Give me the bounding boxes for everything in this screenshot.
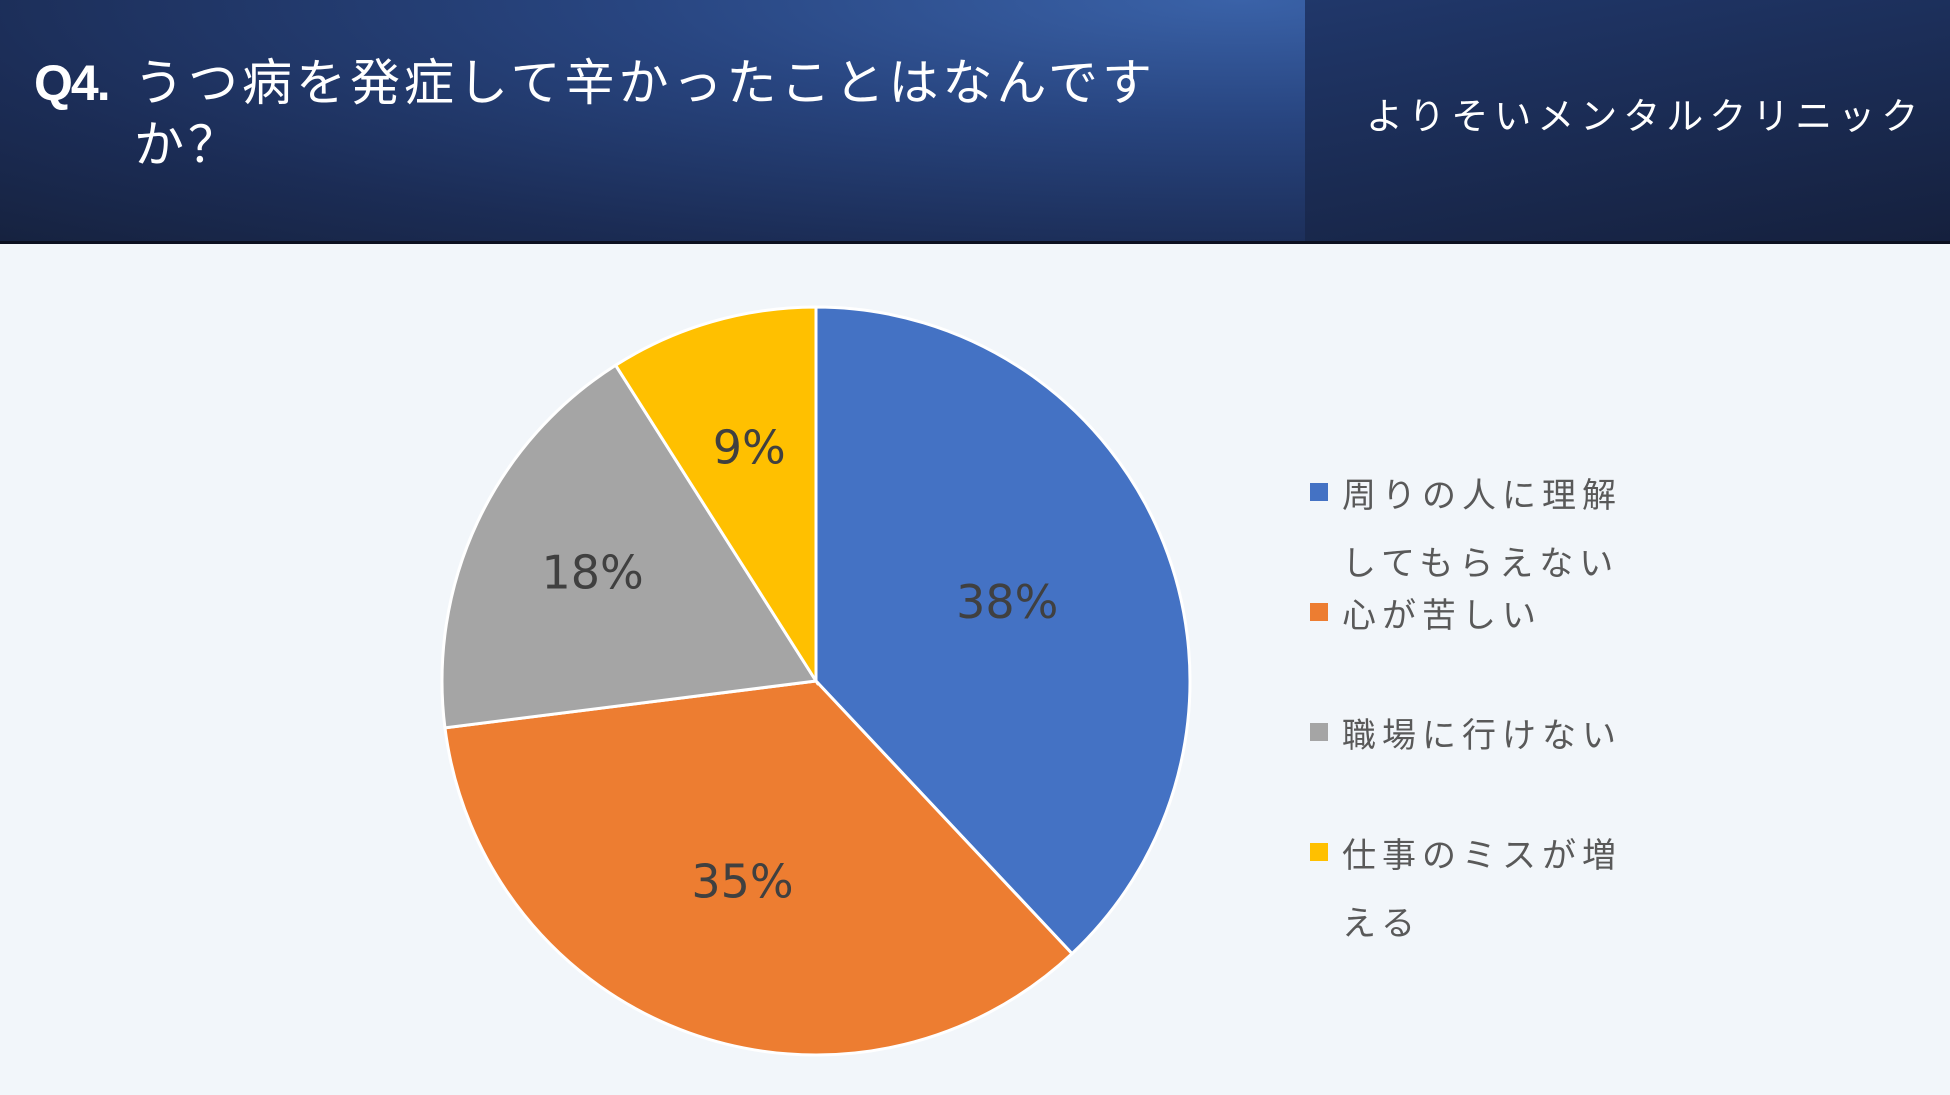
legend-label: 職場に行けない [1342, 716, 1622, 756]
data-label: 18% [542, 545, 644, 599]
legend-label: 周りの人に理解してもらえない [1342, 476, 1622, 584]
pie-slice [443, 679, 1075, 1057]
legend-item: 仕事のミスが増える [1310, 822, 1642, 958]
data-label: 38% [956, 575, 1058, 629]
legend-swatch [1310, 723, 1328, 741]
data-label: 9% [713, 421, 786, 475]
legend-label: 仕事のミスが増える [1342, 836, 1622, 944]
question-title: うつ病を発症して辛かったことはなんですか？ [134, 54, 1156, 174]
question-number: Q4. [34, 55, 111, 111]
legend-label: 心が苦しい [1342, 596, 1542, 636]
pie-slice [613, 305, 818, 687]
header-banner: Q4. うつ病を発症して辛かったことはなんですか？ よりそいメンタルクリニック [0, 0, 1950, 244]
pie-slice [814, 305, 1192, 956]
title-panel [0, 0, 1305, 243]
legend-item: 周りの人に理解してもらえない [1310, 462, 1642, 598]
header-divider [0, 241, 1950, 244]
legend-item: 心が苦しい [1310, 582, 1642, 650]
legend-swatch [1310, 483, 1328, 501]
legend-swatch [1310, 843, 1328, 861]
data-label: 35% [691, 855, 793, 909]
legend-item: 職場に行けない [1310, 702, 1642, 770]
pie-slice [440, 363, 819, 730]
clinic-name: よりそいメンタルクリニック [1366, 95, 1925, 138]
legend-swatch [1310, 603, 1328, 621]
